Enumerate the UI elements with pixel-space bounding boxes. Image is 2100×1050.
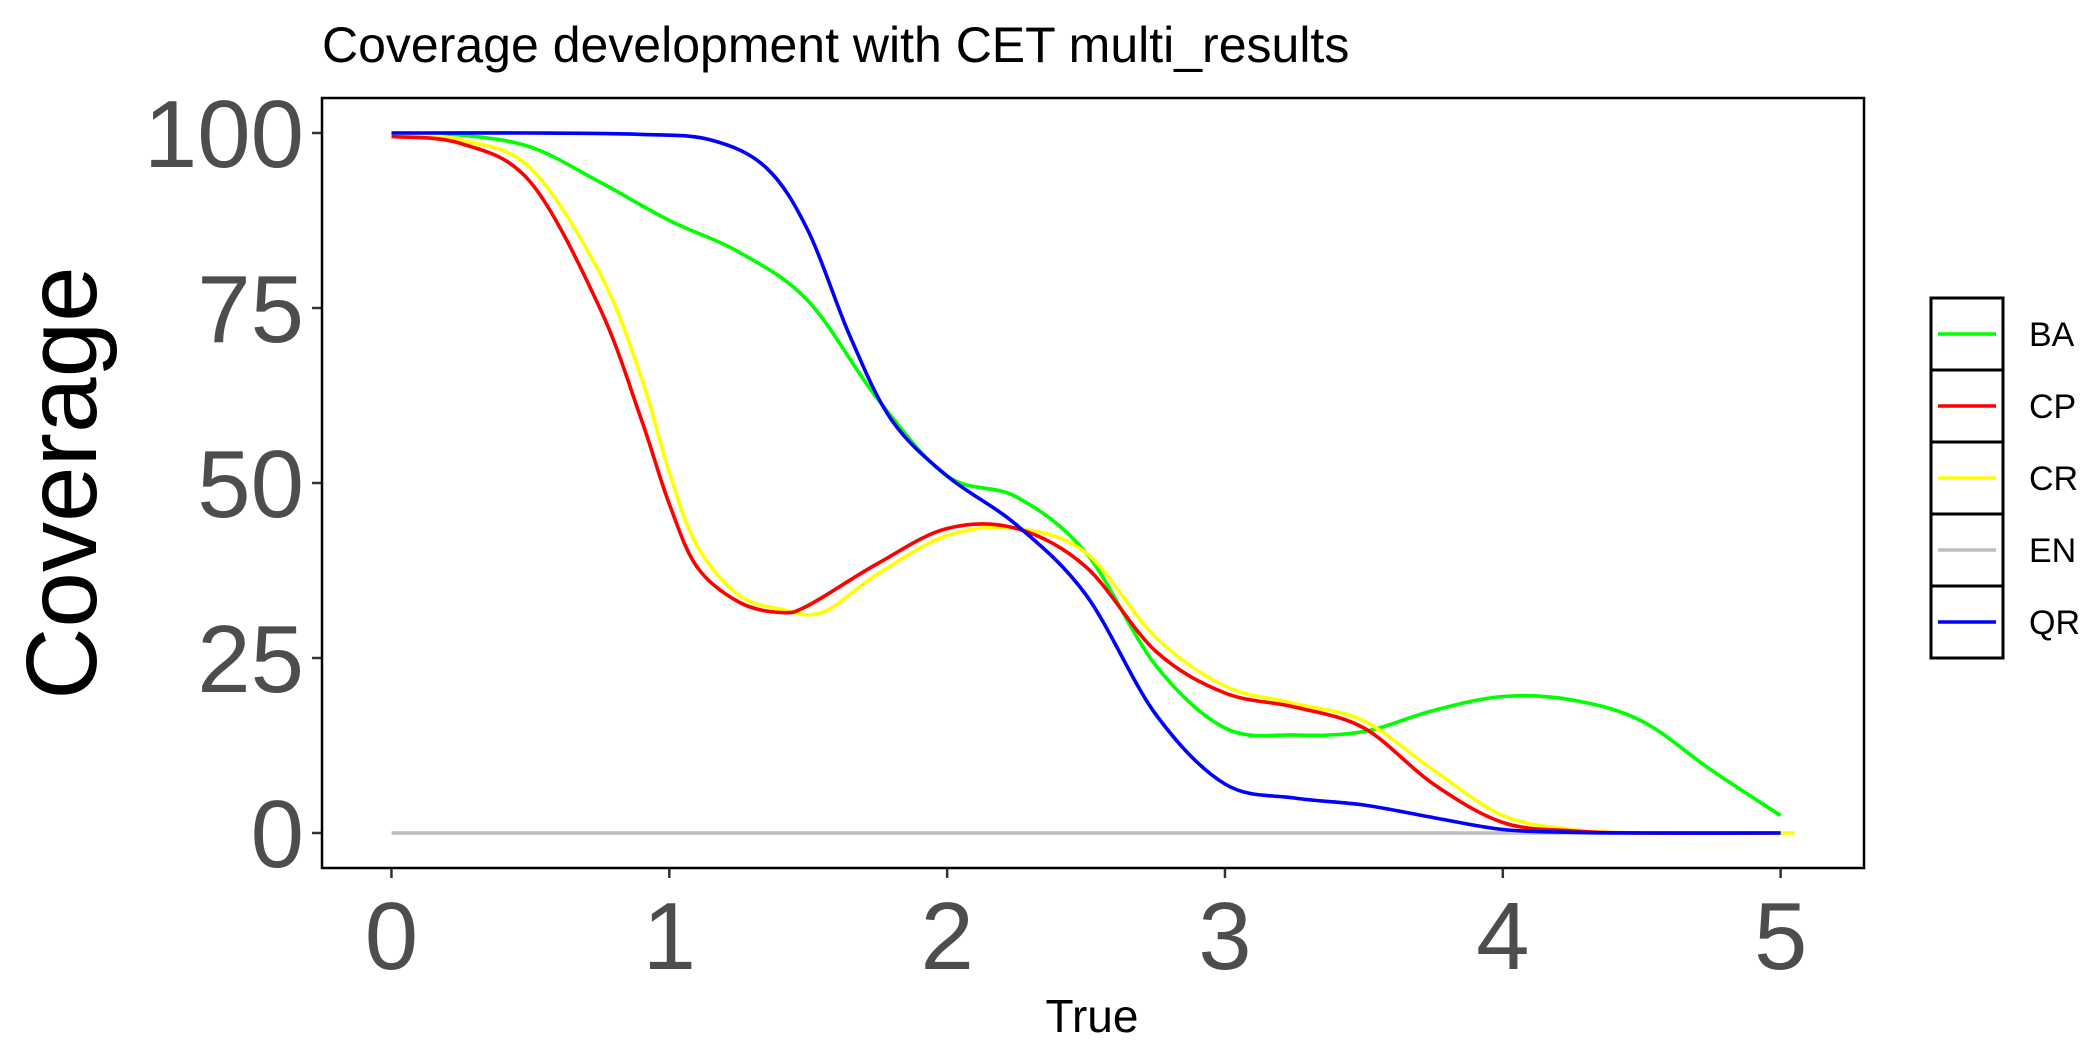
legend-label-cr: CR [2029,460,2078,498]
legend-label-en: EN [2029,532,2076,570]
y-tick-label: 50 [197,431,304,538]
legend: BA CP CR EN QR [1929,296,2080,660]
series-line-cr [391,131,1795,836]
chart-title: Coverage development with CET multi_resu… [322,17,1349,73]
y-tick-label: 75 [197,256,304,363]
plot-panel-border [320,96,1866,870]
legend-label-cp: CP [2029,388,2076,426]
y-axis-tick-labels: 0 25 50 75 100 [144,81,304,888]
series-line-qr [391,131,1781,835]
x-tick-label: 0 [365,883,418,990]
legend-label-qr: QR [2029,604,2080,642]
x-axis-tick-labels: 0 1 2 3 4 5 [365,883,1808,990]
x-tick-label: 1 [643,883,696,990]
legend-label-ba: BA [2029,316,2075,354]
y-tick-label: 25 [197,606,304,713]
x-tick-label: 3 [1198,883,1251,990]
series-line-cp [391,134,1781,835]
y-axis-label: Coverage [6,266,118,700]
y-tick-label: 0 [251,781,304,888]
x-tick-label: 5 [1754,883,1807,990]
x-axis-label: True [1046,990,1139,1042]
plot-lines [391,131,1795,836]
y-tick-label: 100 [144,81,304,188]
x-tick-label: 2 [920,883,973,990]
axis-ticks [312,131,1782,878]
x-tick-label: 4 [1476,883,1529,990]
